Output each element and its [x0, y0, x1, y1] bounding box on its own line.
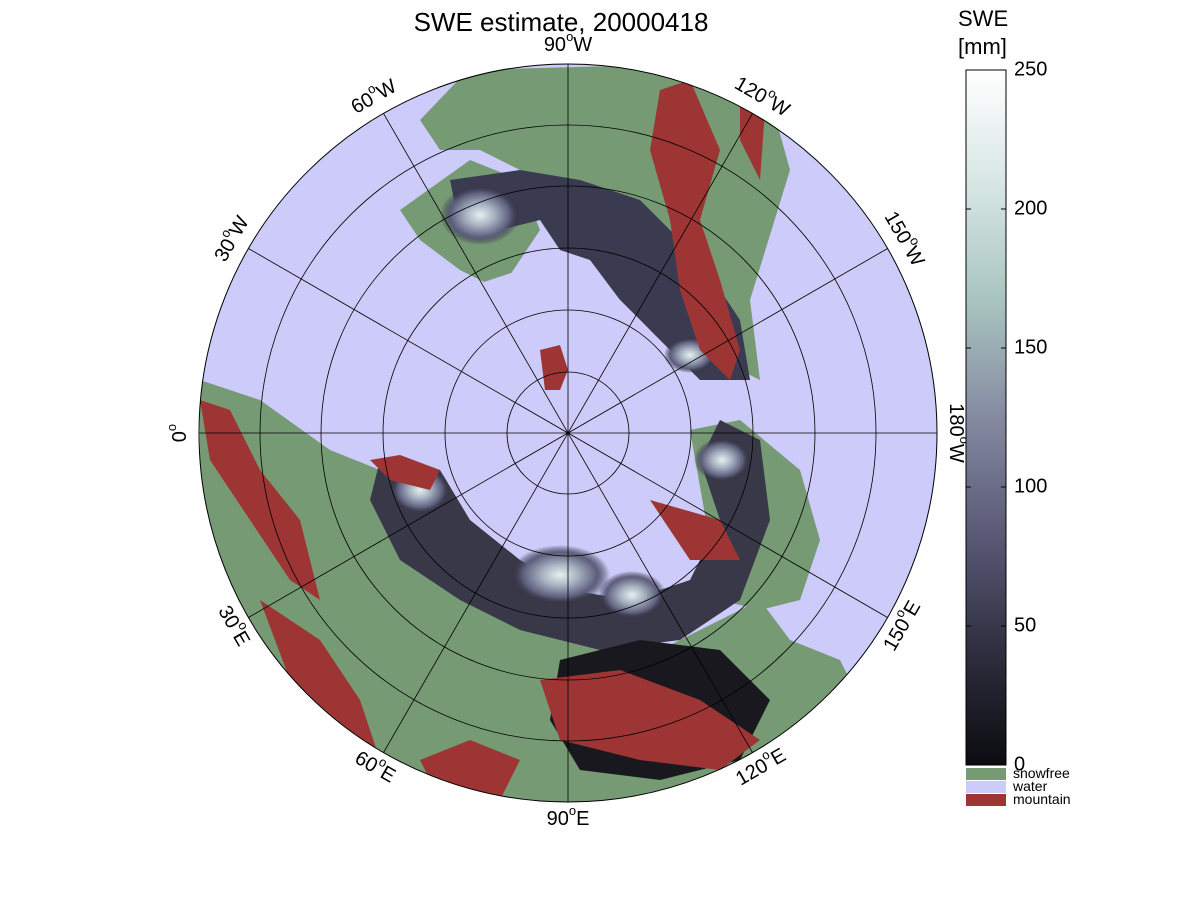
mountain-areas [200, 80, 765, 800]
snow-eurasia [370, 420, 770, 650]
graticule [198, 63, 938, 803]
map-title: SWE estimate, 20000418 [414, 7, 709, 37]
colorbar-title-line1: SWE [958, 6, 1008, 31]
colorbar-tick-label: 250 [1014, 58, 1047, 80]
snow-high-quebec [440, 185, 520, 245]
colorbar-gradient [965, 69, 1007, 766]
snow-high-siberia-1 [510, 545, 610, 605]
colorbar-tick-label: 50 [1014, 614, 1036, 636]
longitude-label-0: 0o [164, 424, 191, 442]
colorbar-ticks: 0 50 100 150 200 250 [966, 58, 1047, 775]
longitude-label-90w: 90oW [544, 29, 592, 56]
snow-high-siberia-3 [694, 438, 750, 482]
legend-label-water: water [1012, 778, 1048, 794]
legend-swatch-water [966, 781, 1006, 793]
snow-high-siberia-2 [598, 571, 666, 619]
colorbar: SWE [mm] 0 50 100 150 200 250 [958, 6, 1047, 775]
polar-map [199, 64, 937, 802]
legend-swatch-mountain [966, 794, 1006, 806]
legend-swatch-snowfree [966, 768, 1006, 780]
legend-label-mountain: mountain [1013, 791, 1071, 807]
longitude-label-180w: 180oW [945, 403, 972, 463]
meridian-line [248, 248, 888, 618]
colorbar-tick-label: 0 [1014, 753, 1025, 775]
snow-north-america [450, 170, 750, 380]
longitude-label-90e: 90oE [547, 803, 590, 830]
meridian-lines [199, 64, 937, 802]
colorbar-tick-label: 150 [1014, 336, 1047, 358]
colorbar-tick-label: 200 [1014, 197, 1047, 219]
colorbar-title-line2: [mm] [958, 34, 1007, 59]
legend-label-snowfree: snowfree [1013, 765, 1070, 781]
colorbar-tick-label: 100 [1014, 475, 1047, 497]
